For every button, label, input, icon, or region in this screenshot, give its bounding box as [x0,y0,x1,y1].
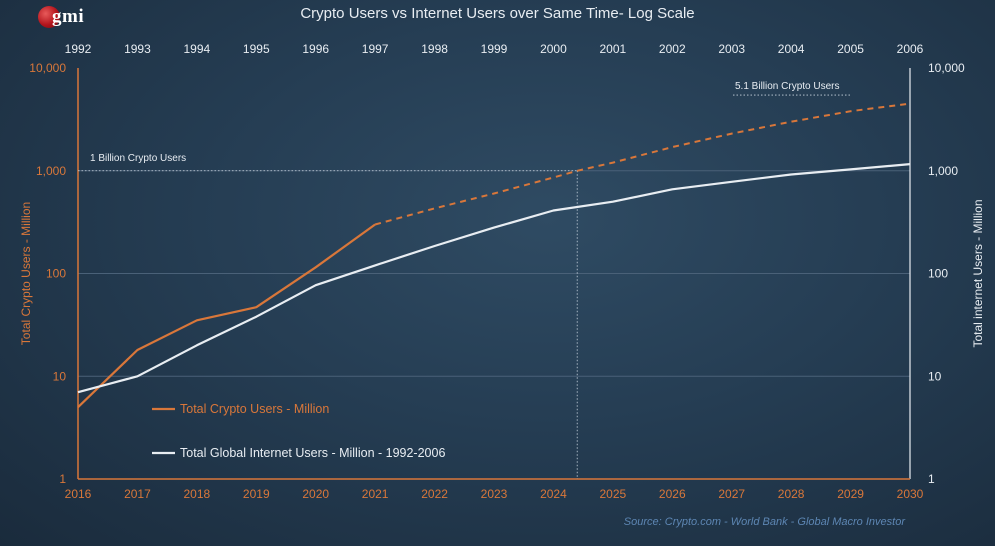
y-tick-label-left: 1,000 [36,164,66,178]
y-axis-title-right: Total internet Users - Million [971,199,985,347]
x-tick-label-top: 2006 [897,42,924,56]
y-tick-label-left: 100 [46,267,66,281]
five-billion-label: 5.1 Billion Crypto Users [735,81,839,92]
x-tick-label-bottom: 2026 [659,487,686,501]
x-tick-label-top: 1994 [184,42,211,56]
x-tick-label-bottom: 2029 [837,487,864,501]
x-tick-label-top: 2002 [659,42,686,56]
y-tick-label-right: 1 [928,472,935,486]
x-tick-label-top: 1998 [421,42,448,56]
x-tick-label-top: 1999 [481,42,508,56]
y-tick-label-left: 10,000 [29,61,66,75]
y-tick-label-left: 1 [59,472,66,486]
x-tick-label-top: 1993 [124,42,151,56]
crypto-users-projection-line [374,102,911,226]
x-tick-label-bottom: 2019 [243,487,270,501]
x-tick-label-top: 1992 [65,42,92,56]
y-tick-label-right: 10,000 [928,61,965,75]
x-tick-label-top: 1997 [362,42,389,56]
x-tick-label-bottom: 2030 [897,487,924,501]
legend-label-crypto: Total Crypto Users - Million [180,402,329,416]
y-axis-title-left: Total Crypto Users - Million [19,202,33,345]
x-tick-label-bottom: 2027 [718,487,745,501]
globe-icon [38,6,60,28]
legend-label-internet: Total Global Internet Users - Million - … [180,446,445,460]
one-billion-label: 1 Billion Crypto Users [90,153,186,164]
internet-users-line [77,163,911,394]
x-tick-label-bottom: 2021 [362,487,389,501]
x-tick-label-bottom: 2028 [778,487,805,501]
x-tick-label-bottom: 2017 [124,487,151,501]
x-tick-label-bottom: 2018 [184,487,211,501]
x-tick-label-bottom: 2016 [65,487,92,501]
source-note: Source: Crypto.com - World Bank - Global… [623,516,905,528]
x-tick-label-top: 1996 [302,42,329,56]
y-tick-label-right: 100 [928,267,948,281]
x-tick-label-top: 2000 [540,42,567,56]
chart-title: Crypto Users vs Internet Users over Same… [300,5,695,22]
x-tick-label-top: 2003 [718,42,745,56]
x-tick-label-bottom: 2024 [540,487,567,501]
gmi-logo: gmi [38,4,84,30]
crypto-users-line [77,223,376,408]
logo-text: gmi [52,6,85,27]
y-tick-label-left: 10 [53,369,67,383]
y-tick-label-right: 10 [928,369,942,383]
x-tick-label-top: 2004 [778,42,805,56]
x-tick-label-bottom: 2020 [302,487,329,501]
x-tick-label-top: 1995 [243,42,270,56]
x-tick-label-top: 2005 [837,42,864,56]
x-tick-label-top: 2001 [600,42,627,56]
y-tick-label-right: 1,000 [928,164,958,178]
x-tick-label-bottom: 2025 [600,487,627,501]
x-tick-label-bottom: 2023 [481,487,508,501]
x-tick-label-bottom: 2022 [421,487,448,501]
